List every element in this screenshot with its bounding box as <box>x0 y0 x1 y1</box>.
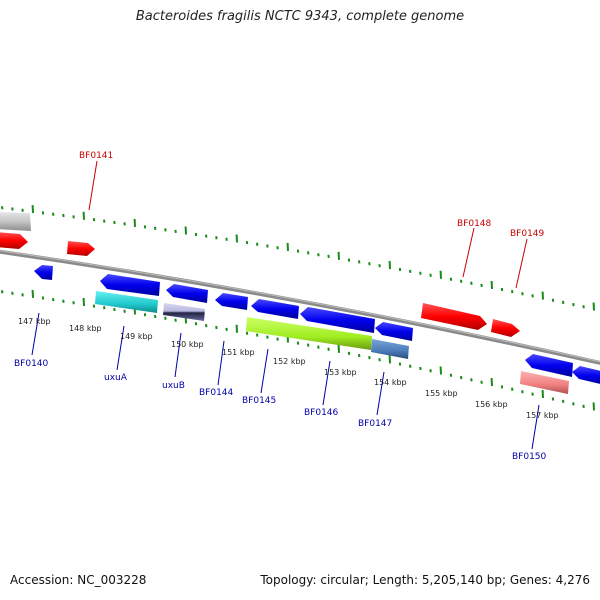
gene-arrow-lavender <box>163 303 205 321</box>
genome-summary-text: Topology: circular; Length: 5,205,140 bp… <box>260 573 590 587</box>
gene-arrow-blue <box>572 366 600 384</box>
gene-arrow-blue <box>525 354 573 377</box>
forward-strand-ruler <box>1 205 595 311</box>
gene-arrow-blue <box>300 307 375 333</box>
gene-label[interactable]: uxuB <box>162 381 185 391</box>
gene-label[interactable]: BF0145 <box>242 396 276 406</box>
kbp-tick-label: 157 kbp <box>526 411 559 420</box>
kbp-tick-label: 150 kbp <box>171 340 204 349</box>
kbp-tick-labels: 147 kbp 148 kbp 149 kbp 150 kbp 151 kbp … <box>18 317 559 420</box>
forward-label-leaders <box>88 160 528 289</box>
kbp-tick-label: 151 kbp <box>222 348 255 357</box>
map-title: Bacteroides fragilis NCTC 9343, complete… <box>135 9 465 24</box>
kbp-tick-label: 156 kbp <box>475 400 508 409</box>
gene-label[interactable]: BF0150 <box>512 452 547 462</box>
reverse-gene-labels: BF0140 uxuA uxuB BF0144 BF0145 BF0146 BF… <box>14 359 547 462</box>
kbp-tick-label: 153 kbp <box>324 368 357 377</box>
genome-backbone <box>0 249 600 365</box>
kbp-tick-label: 148 kbp <box>69 324 102 333</box>
accession-text: Accession: NC_003228 <box>10 573 147 587</box>
gene-arrow-red <box>491 319 520 337</box>
gene-arrow-blue <box>375 322 413 341</box>
gene-arrow-red <box>421 303 487 330</box>
forward-gene-labels: BF0141 BF0148 BF0149 <box>79 151 545 239</box>
gene-label[interactable]: BF0147 <box>358 419 392 429</box>
gene-label[interactable]: BF0140 <box>14 359 49 369</box>
gene-arrow-lime <box>246 317 372 350</box>
gene-arrow-red <box>0 232 28 249</box>
reverse-label-leaders <box>31 312 540 450</box>
gene-arrow-blue <box>251 299 299 319</box>
gene-arrow-blue <box>166 284 208 303</box>
reverse-strand-ruler <box>1 289 595 411</box>
gene-arrow-red <box>67 241 95 256</box>
kbp-tick-label: 154 kbp <box>374 378 407 387</box>
genome-backbone-highlight <box>0 250 600 363</box>
reverse-genes <box>34 265 600 394</box>
gene-arrow-steel <box>371 339 409 359</box>
gene-label[interactable]: BF0144 <box>199 388 234 398</box>
gene-label[interactable]: BF0148 <box>457 219 492 229</box>
kbp-tick-label: 155 kbp <box>425 389 458 398</box>
gene-label[interactable]: BF0146 <box>304 408 339 418</box>
gene-arrow-cyan <box>95 291 158 313</box>
kbp-tick-label: 147 kbp <box>18 317 51 326</box>
forward-genes <box>0 212 520 337</box>
gene-arrow-blue <box>34 265 53 280</box>
gene-arrow-grey <box>0 212 31 231</box>
gene-arrow-blue <box>100 274 160 296</box>
gene-label[interactable]: uxuA <box>104 373 128 383</box>
kbp-tick-label: 152 kbp <box>273 357 306 366</box>
gene-arrow-pink <box>520 371 569 394</box>
gene-label[interactable]: BF0149 <box>510 229 545 239</box>
gene-label[interactable]: BF0141 <box>79 151 113 161</box>
kbp-tick-label: 149 kbp <box>120 332 153 341</box>
gene-arrow-blue <box>215 293 248 310</box>
